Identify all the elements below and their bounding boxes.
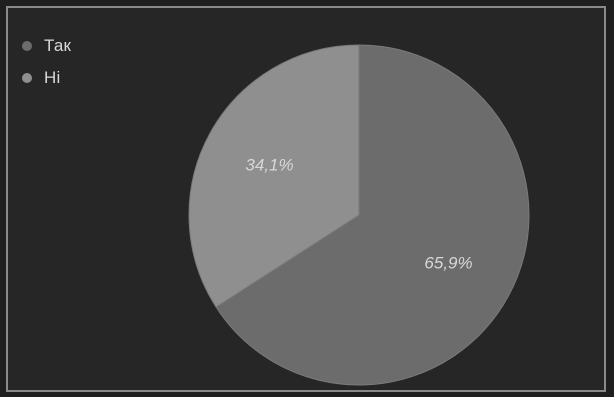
- chart-legend: Так Ні: [22, 30, 71, 94]
- legend-label-ni: Ні: [44, 68, 61, 87]
- legend-marker-tak: [22, 41, 32, 51]
- pie-slice-tak: [215, 44, 530, 386]
- legend-item-tak: Так: [22, 30, 71, 62]
- legend-marker-ni: [22, 73, 32, 83]
- data-label-ni: 34,1%: [245, 156, 293, 175]
- legend-item-ni: Ні: [22, 62, 71, 94]
- pie-slice-ni: [188, 44, 360, 308]
- data-label-tak: 65,9%: [424, 253, 472, 272]
- legend-label-tak: Так: [44, 36, 72, 55]
